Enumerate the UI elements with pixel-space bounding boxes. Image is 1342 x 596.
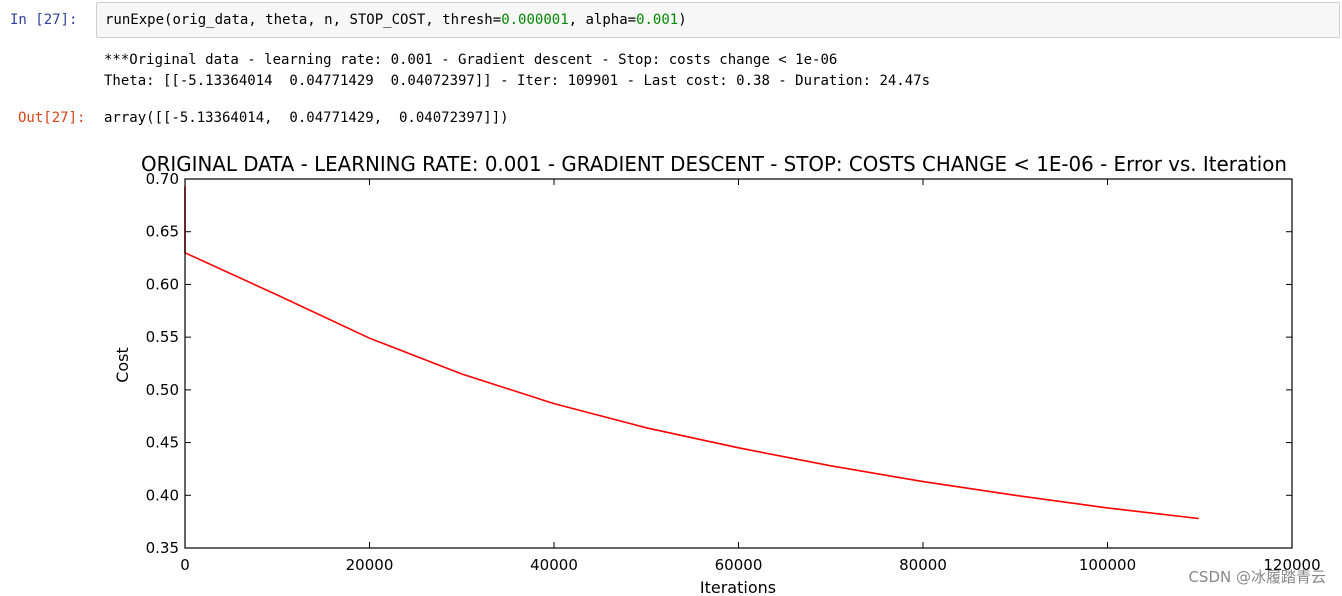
code-line: runExpe(orig_data, theta, n, STOP_COST, … xyxy=(105,11,687,29)
cost-chart: ORIGINAL DATA - LEARNING RATE: 0.001 - G… xyxy=(113,152,1321,596)
cost-series-line xyxy=(184,186,1199,520)
code-thresh-value: 0.000001 xyxy=(501,12,569,28)
x-tick-label: 120000 xyxy=(1263,556,1320,574)
stdout-line: Theta: [[-5.13364014 0.04771429 0.040723… xyxy=(104,73,931,89)
y-tick-label: 0.45 xyxy=(146,434,179,452)
output-prompt: Out[27]: xyxy=(18,110,86,126)
code-args: (orig_data, theta, n, STOP_COST, thresh xyxy=(164,12,493,28)
x-tick-label: 40000 xyxy=(530,556,578,574)
chart-title: ORIGINAL DATA - LEARNING RATE: 0.001 - G… xyxy=(141,152,1287,176)
code-input-area[interactable]: runExpe(orig_data, theta, n, STOP_COST, … xyxy=(96,2,1340,38)
y-tick-label: 0.60 xyxy=(146,275,179,293)
code-equals: = xyxy=(492,12,502,28)
code-equals: = xyxy=(627,12,637,28)
code-args-alpha: , alpha xyxy=(568,12,628,28)
y-tick-label: 0.70 xyxy=(146,170,179,188)
code-alpha-value: 0.001 xyxy=(636,12,679,28)
x-tick-label: 20000 xyxy=(346,556,394,574)
output-result: array([[-5.13364014, 0.04771429, 0.04072… xyxy=(104,110,509,126)
y-tick-label: 0.35 xyxy=(146,539,179,557)
y-axis-label: Cost xyxy=(113,347,132,383)
x-tick-label: 100000 xyxy=(1079,556,1136,574)
y-tick-label: 0.65 xyxy=(146,223,179,241)
y-tick-label: 0.40 xyxy=(146,486,179,504)
watermark: CSDN @冰履踏青云 xyxy=(1188,568,1326,586)
x-tick-label: 0 xyxy=(180,556,190,574)
axis-ticks: 0 20000 40000 60000 80000 100000 120000 0.35 0.4… xyxy=(146,170,1321,574)
x-tick-label: 80000 xyxy=(899,556,947,574)
x-axis-label: Iterations xyxy=(700,578,776,596)
x-tick-label: 60000 xyxy=(715,556,763,574)
input-prompt: In [27]: xyxy=(10,12,78,28)
y-tick-label: 0.55 xyxy=(146,328,179,346)
stdout-line: ***Original data - learning rate: 0.001 … xyxy=(104,52,838,68)
code-function: runExpe xyxy=(105,12,165,28)
code-close-paren: ) xyxy=(678,12,687,28)
plot-frame xyxy=(184,178,1293,549)
y-tick-label: 0.50 xyxy=(146,381,179,399)
